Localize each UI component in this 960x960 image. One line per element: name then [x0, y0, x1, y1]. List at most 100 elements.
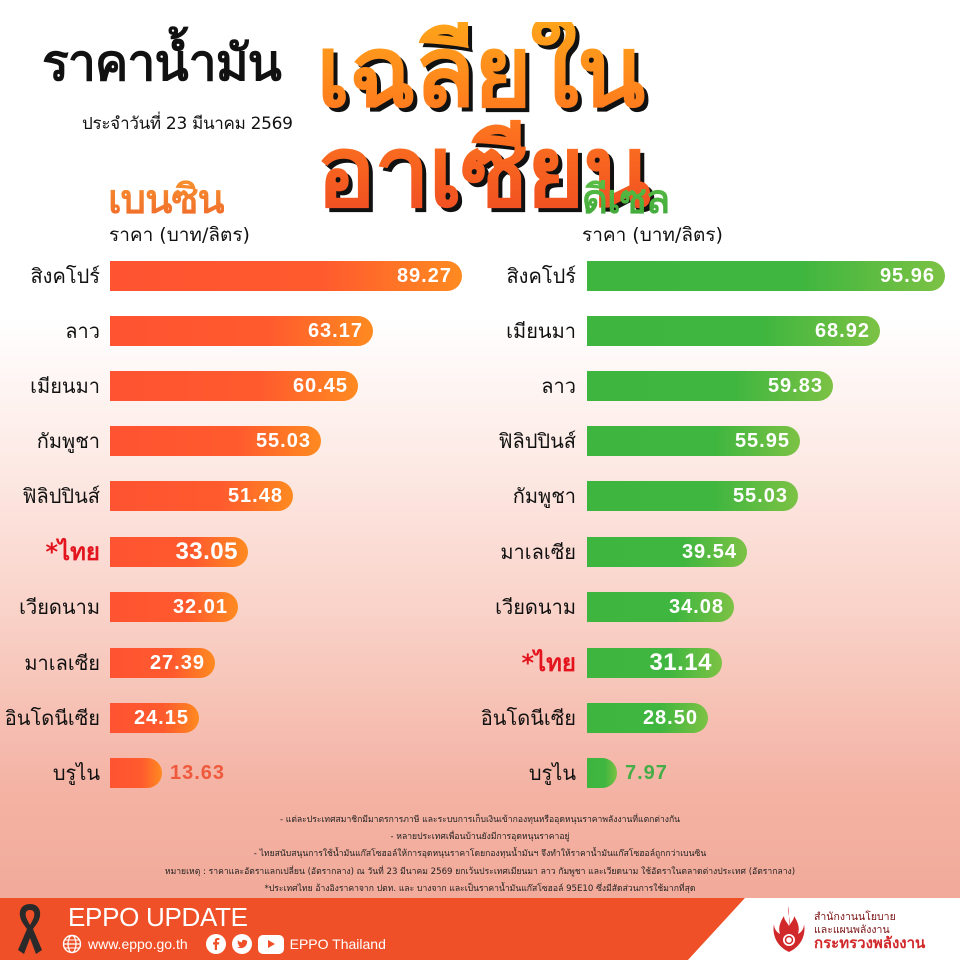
- eppo-brand: EPPO UPDATE: [68, 902, 248, 932]
- price-value: 34.08: [668, 595, 724, 618]
- price-value: 59.83: [767, 374, 823, 397]
- price-bar: 55.95: [587, 426, 800, 456]
- chart-row: ลาว 63.17: [0, 316, 960, 346]
- price-bar: 51.48: [110, 481, 293, 511]
- country-label: *ไทย: [521, 649, 576, 677]
- chart-row: บรูไน 7.97: [0, 758, 960, 788]
- price-bar: 24.15: [110, 703, 199, 733]
- chart-row: เมียนมา 68.92: [0, 316, 960, 346]
- chart-row: *ไทย 31.14: [0, 648, 960, 678]
- price-value: 13.63: [170, 762, 226, 784]
- price-bar: 89.27: [110, 261, 462, 291]
- price-bar: 55.03: [110, 426, 321, 456]
- chart-row: เวียดนาม 32.01: [0, 592, 960, 622]
- price-value: 32.01: [172, 595, 228, 618]
- country-label: สิงคโปร์: [30, 264, 100, 288]
- date-line: ประจำวันที่ 23 มีนาคม 2569: [82, 114, 293, 134]
- black-ribbon-icon: [18, 904, 42, 954]
- price-bar: 59.83: [587, 371, 833, 401]
- price-value: 89.27: [396, 264, 452, 287]
- country-label: สิงคโปร์: [506, 264, 576, 288]
- chart-row: ฟิลิปปินส์ 51.48: [0, 481, 960, 511]
- facebook-icon[interactable]: [205, 934, 226, 954]
- country-label: ลาว: [65, 319, 100, 343]
- price-bar: 27.39: [110, 648, 215, 678]
- price-bar: 39.54: [587, 537, 747, 567]
- country-label: บรูไน: [52, 761, 100, 785]
- chart-row: บรูไน 13.63: [0, 758, 960, 788]
- country-label: ลาว: [541, 374, 576, 398]
- country-label: ฟิลิปปินส์: [498, 429, 576, 453]
- price-value: 63.17: [307, 319, 363, 342]
- price-value: 55.03: [732, 484, 788, 507]
- chart-row: เวียดนาม 34.08: [0, 592, 960, 622]
- benzine-unit-label: ราคา (บาท/ลิตร): [109, 224, 250, 246]
- diesel-unit-label: ราคา (บาท/ลิตร): [582, 224, 723, 246]
- price-value: 24.15: [133, 706, 189, 729]
- ministry-line-1: สำนักงานนโยบาย: [814, 911, 896, 923]
- page-title-accent: เฉลี่ยในอาเซียน: [316, 22, 960, 222]
- social-name[interactable]: EPPO Thailand: [289, 936, 386, 952]
- price-value: 68.92: [814, 319, 870, 342]
- chart-row: กัมพูชา 55.03: [0, 481, 960, 511]
- footnote: - หลายประเทศเพื่อนบ้านยังมีการอุดหนุนราค…: [390, 832, 570, 843]
- price-bar: 60.45: [110, 371, 358, 401]
- chart-row: มาเลเซีย 39.54: [0, 537, 960, 567]
- benzine-heading: เบนซิน: [108, 177, 225, 223]
- country-label: *ไทย: [45, 538, 100, 566]
- price-bar: [587, 758, 617, 788]
- price-bar: 32.01: [110, 592, 238, 622]
- price-bar: 34.08: [587, 592, 734, 622]
- country-label: เมียนมา: [506, 319, 576, 343]
- price-bar: 31.14: [587, 648, 722, 678]
- chart-row: สิงคโปร์ 89.27: [0, 261, 960, 291]
- price-value: 33.05: [175, 538, 238, 565]
- country-label: มาเลเซีย: [24, 651, 100, 675]
- country-label: อินโดนีเซีย: [480, 706, 576, 730]
- footnotes: - แต่ละประเทศสมาชิกมีมาตรการภาษี และระบบ…: [0, 812, 960, 898]
- price-value: 55.03: [255, 429, 311, 452]
- chart-row: ลาว 59.83: [0, 371, 960, 401]
- country-label: เวียดนาม: [19, 595, 100, 619]
- page-title: ราคาน้ำมัน: [42, 34, 282, 92]
- chart-row: มาเลเซีย 27.39: [0, 648, 960, 678]
- country-label: เวียดนาม: [495, 595, 576, 619]
- footer: EPPO UPDATE www.eppo.go.th EPPO Thailand: [0, 898, 960, 960]
- chart-row: อินโดนีเซีย 28.50: [0, 703, 960, 733]
- country-label: กัมพูชา: [512, 484, 576, 508]
- website-link[interactable]: www.eppo.go.th: [88, 936, 188, 952]
- price-value: 27.39: [149, 651, 205, 674]
- country-label: เมียนมา: [30, 374, 100, 398]
- price-value: 51.48: [227, 484, 283, 507]
- ministry-logo-block: สำนักงานนโยบาย และแผนพลังงาน กระทรวงพลัง…: [772, 904, 960, 956]
- footer-orange-band: [0, 898, 745, 960]
- eppo-links: www.eppo.go.th EPPO Thailand: [62, 934, 386, 954]
- price-value: 39.54: [681, 540, 737, 563]
- country-label: มาเลเซีย: [500, 540, 576, 564]
- footnote: หมายเหตุ : ราคาและอัตราแลกเปลี่ยน (อัตรา…: [164, 866, 796, 877]
- footnote: - ไทยสนับสนุนการใช้น้ำมันแก๊สโซฮอล์ให้กา…: [253, 849, 707, 860]
- country-label: ฟิลิปปินส์: [22, 484, 100, 508]
- footnote: - แต่ละประเทศสมาชิกมีมาตรการภาษี และระบบ…: [279, 815, 681, 825]
- ministry-line-3: กระทรวงพลังงาน: [814, 934, 926, 952]
- diesel-heading: ดีเซล: [582, 177, 670, 223]
- ministry-line-2: และแผนพลังงาน: [814, 924, 890, 936]
- price-bar: [110, 758, 162, 788]
- price-value: 28.50: [642, 706, 698, 729]
- price-bar: 28.50: [587, 703, 708, 733]
- twitter-icon[interactable]: [231, 934, 252, 954]
- price-bar: 63.17: [110, 316, 373, 346]
- country-label: บรูไน: [528, 761, 576, 785]
- chart-row: อินโดนีเซีย 24.15: [0, 703, 960, 733]
- ministry-flame-logo-icon: [773, 906, 805, 952]
- country-label: กัมพูชา: [36, 429, 100, 453]
- price-value: 60.45: [292, 374, 348, 397]
- chart-row: ฟิลิปปินส์ 55.95: [0, 426, 960, 456]
- chart-row: กัมพูชา 55.03: [0, 426, 960, 456]
- price-value: 7.97: [625, 762, 668, 784]
- youtube-icon[interactable]: [257, 934, 284, 954]
- price-value: 31.14: [649, 649, 712, 676]
- country-label: อินโดนีเซีย: [4, 706, 100, 730]
- price-value: 95.96: [879, 264, 935, 287]
- chart-row: สิงคโปร์ 95.96: [0, 261, 960, 291]
